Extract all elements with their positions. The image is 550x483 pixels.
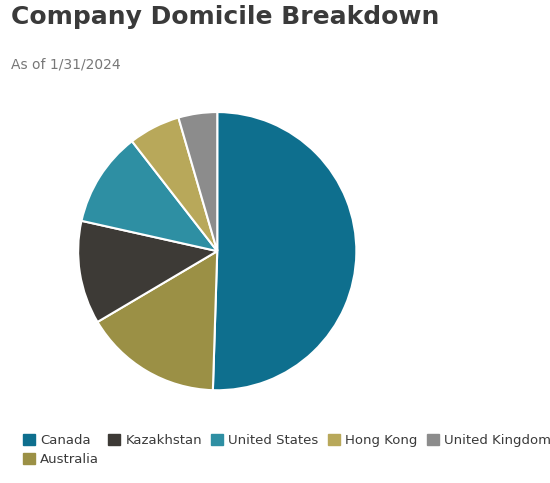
Wedge shape [78,221,217,322]
Wedge shape [213,112,356,390]
Wedge shape [178,112,217,251]
Wedge shape [97,251,217,390]
Text: As of 1/31/2024: As of 1/31/2024 [11,58,120,72]
Text: Company Domicile Breakdown: Company Domicile Breakdown [11,5,439,29]
Wedge shape [81,141,217,251]
Wedge shape [132,117,217,251]
Legend: Canada, Australia, Kazakhstan, United States, Hong Kong, United Kingdom: Canada, Australia, Kazakhstan, United St… [18,428,550,471]
